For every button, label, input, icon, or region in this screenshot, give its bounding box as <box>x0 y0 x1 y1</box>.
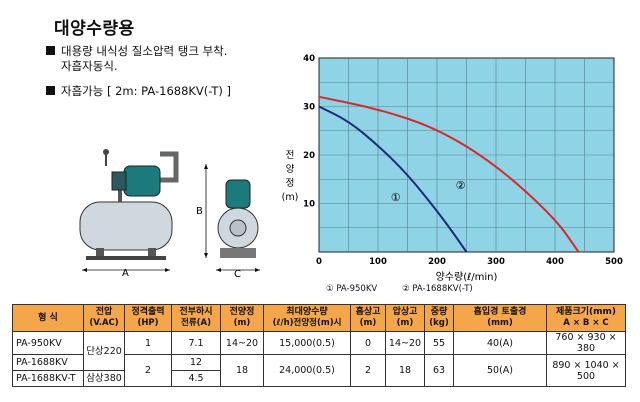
dimension-b-label: B <box>196 206 203 217</box>
series-line-2 <box>318 95 580 253</box>
y-tick-label: 20 <box>303 151 315 161</box>
cell-model: PA-1688KV <box>12 354 84 371</box>
chart-series <box>318 95 580 253</box>
y-label-char: 전 <box>286 150 295 161</box>
cell-head: 18 <box>220 354 264 387</box>
chart-grid <box>319 58 614 252</box>
table-row: PA-1688KV-T 삼상380 4.5 <box>12 370 626 387</box>
legend-item-2: ② PA-1688KV(-T) <box>402 284 473 294</box>
cell-model: PA-1688KV-T <box>12 370 84 387</box>
table-row: PA-950KV 단상220 1 7.1 14~20 15,000(0.5) 0… <box>12 331 626 371</box>
series-marker-label-1: ① <box>391 191 401 204</box>
cell-current: 12 <box>171 354 221 371</box>
x-tick-label: 300 <box>487 257 505 267</box>
y-label-char: (m) <box>282 192 299 203</box>
cell-weight: 55 <box>424 331 454 355</box>
dimension-a-label: A <box>122 268 129 279</box>
header-model: 형 식 <box>12 304 84 332</box>
cell-voltage: 단상220 <box>83 331 125 371</box>
cell-inout: 50(A) <box>453 354 547 387</box>
header-max-flow: 최대양수량 (ℓ/h)전양정(m)시 <box>263 304 351 332</box>
legend-item-1: ① PA-950KV <box>326 284 378 294</box>
pump-front-view: B C <box>196 164 260 280</box>
pump-side-view: A <box>79 149 179 279</box>
y-label-char: 양 <box>286 164 295 175</box>
chart-ticks: 0 100 200 300 400 500 10 20 30 40 <box>303 54 623 267</box>
cell-weight: 63 <box>424 354 454 387</box>
x-tick-label: 200 <box>428 257 446 267</box>
feature-text-1b: 자흡자동식. <box>61 59 118 73</box>
header-size: 제품크기(mm) A × B × C <box>546 304 626 332</box>
cell-suction: 0 <box>350 331 386 355</box>
feature-bullet-2: 자흡가능 [ 2m: PA-1688KV(-T) ] <box>46 84 231 99</box>
header-lift: 압상고 (m) <box>385 304 425 332</box>
header-voltage: 전압 (V.AC) <box>83 304 125 332</box>
spec-table: 형 식 전압 (V.AC) 정격출력 (HP) 전부하시 전류(A) 전양정 (m) 최… <box>12 304 626 387</box>
cell-current: 4.5 <box>171 370 221 387</box>
cell-current: 7.1 <box>171 331 221 355</box>
cell-voltage: 삼상380 <box>83 370 125 387</box>
cell-suction: 2 <box>350 354 386 387</box>
chart-y-axis-label: 전양정 (m) <box>282 150 299 203</box>
header-head: 전양정 (m) <box>220 304 264 332</box>
header-load-current: 전부하시 전류(A) <box>171 304 221 332</box>
header-output: 정격출력 (HP) <box>124 304 172 332</box>
cell-output: 2 <box>124 354 172 387</box>
x-tick-label: 100 <box>369 257 387 267</box>
header-suction: 흡상고 (m) <box>350 304 386 332</box>
cell-lift: 18 <box>385 354 425 387</box>
bullet-square-icon <box>46 86 55 95</box>
cell-head: 14~20 <box>220 331 264 355</box>
cell-flow: 15,000(0.5) <box>263 331 351 355</box>
chart-series-markers: ①② <box>391 179 466 204</box>
cell-flow: 24,000(0.5) <box>263 354 351 387</box>
table-row: PA-1688KV 2 12 18 24,000(0.5) 2 18 63 50… <box>12 354 626 387</box>
chart-x-axis-label: 양수량(ℓ/min) <box>436 271 498 283</box>
feature-bullet-1: 대용량 내식성 질소압력 탱크 부착. 자흡자동식. <box>46 44 227 74</box>
table-header-row: 형 식 전압 (V.AC) 정격출력 (HP) 전부하시 전류(A) 전양정 (m) 최… <box>12 304 626 332</box>
page-title: 대양수량용 <box>54 19 135 39</box>
cell-size: 890 × 1040 × 500 <box>546 354 626 387</box>
dimension-c-label: C <box>234 269 241 280</box>
y-label-char: 정 <box>286 178 295 189</box>
header-weight: 중량 (kg) <box>424 304 454 332</box>
feature-text-2: 자흡가능 [ 2m: PA-1688KV(-T) ] <box>61 84 232 98</box>
cell-model: PA-950KV <box>12 331 84 355</box>
x-tick-label: 400 <box>546 257 564 267</box>
series-line-1 <box>318 105 468 253</box>
feature-text-1a: 대용량 내식성 질소압력 탱크 부착. <box>61 44 228 58</box>
x-tick-label: 500 <box>605 257 623 267</box>
x-tick-label: 0 <box>316 257 322 267</box>
cell-lift: 14~20 <box>385 331 425 355</box>
header-inout: 흡입경 토출경 (mm) <box>453 304 547 332</box>
pump-drawing: A B C <box>79 149 260 280</box>
y-tick-label: 10 <box>303 200 315 210</box>
y-tick-label: 30 <box>303 103 315 113</box>
cell-output: 1 <box>124 331 172 355</box>
series-marker-label-2: ② <box>456 179 466 192</box>
cell-inout: 40(A) <box>453 331 547 355</box>
cell-size: 760 × 930 × 380 <box>546 331 626 355</box>
y-tick-label: 40 <box>303 54 315 64</box>
bullet-square-icon <box>46 46 55 55</box>
